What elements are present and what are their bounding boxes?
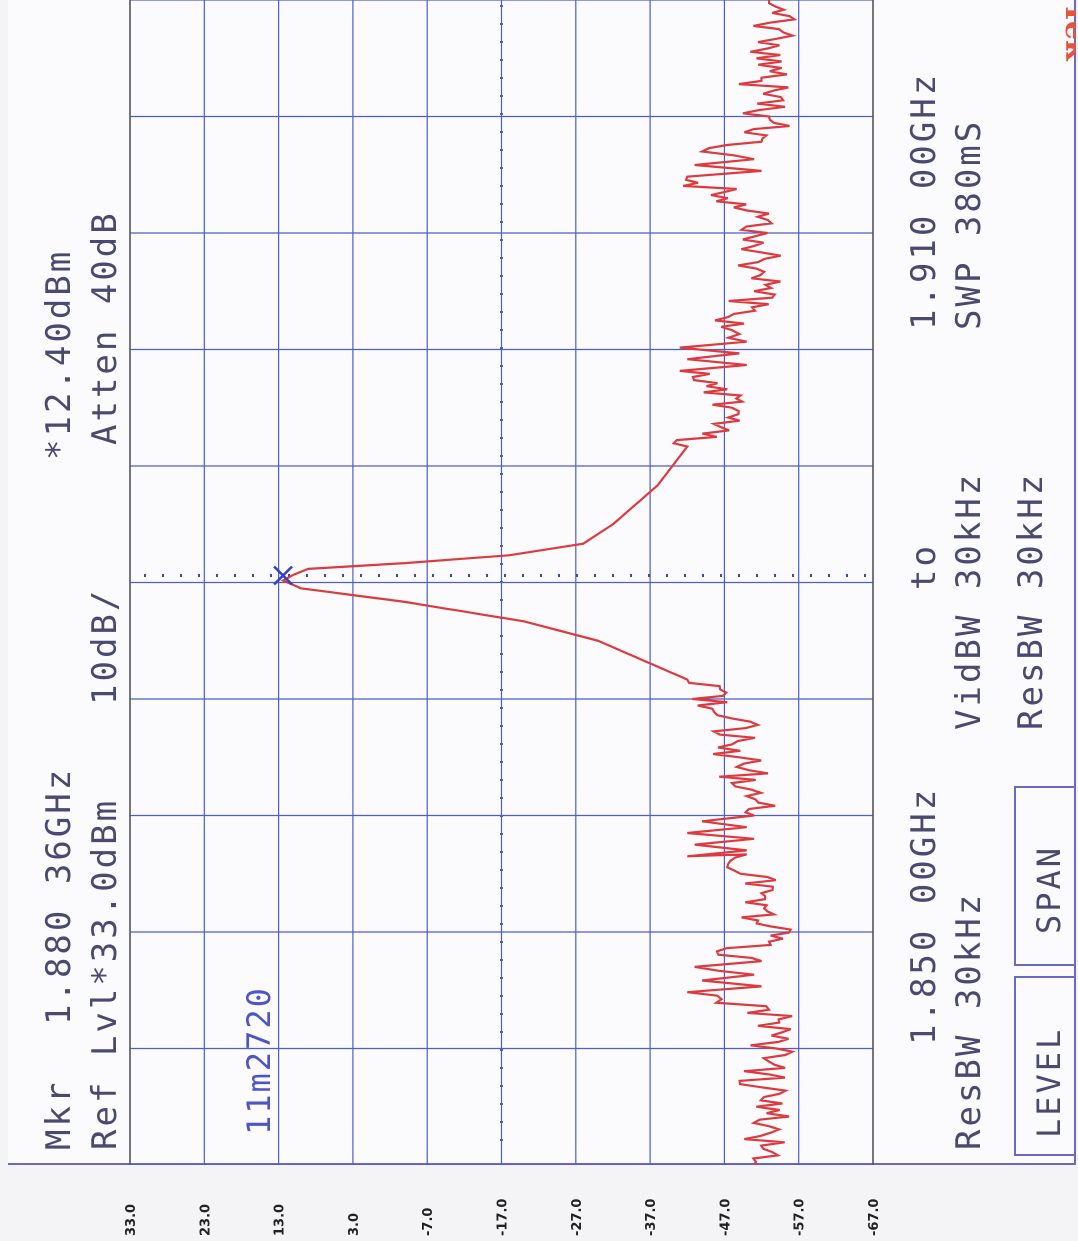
y-tick-label: 33.0 (124, 1204, 139, 1236)
y-tick-label: -47.0 (718, 1199, 733, 1236)
level-button[interactable]: LEVEL (1014, 976, 1076, 1156)
tek-logo: Tek (1058, 2, 1076, 62)
y-tick-label: -57.0 (793, 1199, 808, 1236)
y-tick-label: 13.0 (273, 1204, 288, 1236)
stop-frequency: 1.910 00GHz (904, 72, 944, 330)
marker-readout: 11m2720 (240, 986, 278, 1135)
marker-level: *12.40dBm (39, 249, 79, 460)
y-tick-label: -67.0 (867, 1199, 882, 1236)
scale-per-division: 10dB/ (85, 588, 125, 705)
y-tick-label: 23.0 (198, 1204, 213, 1236)
marker-x-icon (273, 565, 293, 586)
spectrum-plot: Mkr 1.880 36GHz *12.40dBm Ref Lvl*33.0dB… (39, 0, 1076, 1165)
marker-frequency: 1.880 36GHz (39, 767, 79, 1025)
svg-text:LEVEL: LEVEL (1030, 1027, 1068, 1138)
y-tick-label: -27.0 (570, 1199, 585, 1236)
span-button[interactable]: SPAN (1014, 786, 1076, 966)
attenuation: Atten 40dB (85, 210, 125, 445)
marker-stroke (273, 565, 293, 586)
y-tick-label: -17.0 (496, 1199, 511, 1236)
y-tick-label: -7.0 (421, 1208, 436, 1236)
reference-level: Ref Lvl*33.0dBm (85, 798, 125, 1150)
y-tick-label: 3.0 (347, 1213, 362, 1236)
marker-label: Mkr (39, 1080, 79, 1150)
video-bandwidth: VidBW 30kHz (949, 472, 989, 730)
sweep-time: SWP 380mS (949, 119, 989, 330)
analyzer-screen: Mkr 1.880 36GHz *12.40dBm Ref Lvl*33.0dB… (8, 0, 1076, 1236)
resbw-right: ResBW 30kHz (1011, 472, 1051, 730)
spectrum-trace (280, 0, 798, 1165)
resbw-left: ResBW 30kHz (949, 892, 989, 1150)
to-label: to (904, 543, 944, 590)
start-frequency: 1.850 00GHz (904, 787, 944, 1045)
y-tick-label: -37.0 (644, 1199, 659, 1236)
svg-text:SPAN: SPAN (1030, 845, 1068, 934)
